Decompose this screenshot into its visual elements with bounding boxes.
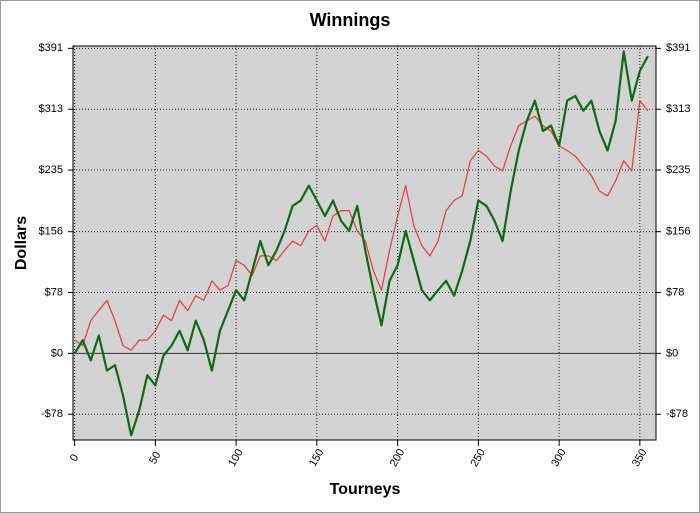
y-tick-label: -$78	[41, 408, 63, 420]
x-axis-label: Tourneys	[330, 481, 401, 498]
line-series	[74, 100, 649, 351]
y2-tick-label: $235	[666, 164, 690, 176]
y2-tick-label: $0	[666, 347, 678, 359]
y-tick-label: $78	[45, 286, 63, 298]
y2-tick-label: $156	[666, 226, 690, 238]
y2-tick-label: $391	[666, 42, 690, 54]
y-tick-label: $0	[51, 347, 63, 359]
y-tick-label: $235	[39, 164, 63, 176]
line-series	[73, 50, 649, 437]
y2-tick-label: -$78	[666, 408, 688, 420]
x-tick-label: 50	[147, 450, 164, 467]
x-tick-label: 0	[68, 452, 81, 463]
y-axis-label: Dollars	[13, 216, 30, 270]
y2-tick-label: $78	[666, 286, 684, 298]
chart-title: Winnings	[310, 10, 391, 30]
y-tick-label: $313	[39, 103, 63, 115]
y-tick-label: $391	[39, 42, 63, 54]
y-tick-label: $156	[39, 226, 63, 238]
y2-tick-label: $313	[666, 103, 690, 115]
